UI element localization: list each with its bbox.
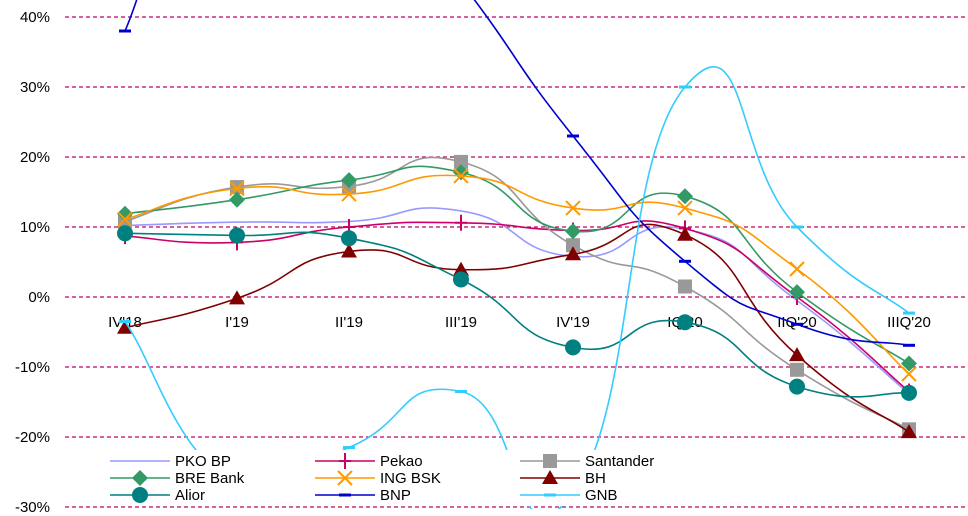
legend-label: GNB bbox=[585, 487, 618, 504]
y-axis: 40% 30% 20% 10% 0% -10% -20% -30% bbox=[15, 9, 50, 516]
legend-item: BNP bbox=[315, 487, 411, 504]
series-layer bbox=[117, 0, 917, 509]
legend-item: PKO BP bbox=[110, 453, 231, 470]
data-point bbox=[677, 314, 693, 331]
data-point bbox=[565, 246, 581, 261]
data-point bbox=[901, 384, 917, 401]
y-tick-label: 30% bbox=[20, 79, 50, 96]
legend-swatch-marker bbox=[337, 470, 353, 486]
series-line bbox=[124, 223, 910, 433]
series-bh bbox=[117, 223, 917, 439]
y-tick-label: 0% bbox=[28, 289, 50, 306]
y-tick-label: 40% bbox=[20, 9, 50, 26]
data-point bbox=[790, 362, 804, 377]
data-point bbox=[565, 200, 581, 216]
legend-item: BRE Bank bbox=[110, 470, 245, 487]
x-tick-label: II'19 bbox=[335, 314, 363, 331]
series-alior bbox=[117, 225, 917, 401]
series-ing-bsk bbox=[117, 168, 917, 382]
legend-swatch-marker bbox=[543, 454, 557, 468]
legend-item: ING BSK bbox=[315, 470, 441, 487]
series-line bbox=[124, 220, 910, 393]
data-point bbox=[789, 347, 805, 362]
legend: PKO BP Pekao Santander BRE Bank ING BSK BH Ali… bbox=[106, 450, 666, 506]
data-point bbox=[341, 243, 357, 258]
data-point bbox=[455, 214, 467, 231]
data-point bbox=[117, 319, 133, 334]
y-tick-label: 10% bbox=[20, 219, 50, 236]
data-point bbox=[677, 188, 693, 205]
data-point bbox=[229, 180, 245, 197]
legend-swatch-marker bbox=[132, 470, 148, 486]
data-point bbox=[229, 227, 245, 244]
data-point bbox=[453, 168, 469, 184]
data-point bbox=[341, 230, 357, 247]
data-point bbox=[789, 261, 805, 277]
legend-swatch-marker bbox=[132, 487, 148, 503]
data-point bbox=[341, 186, 357, 202]
legend-item: Alior bbox=[110, 487, 205, 504]
legend-label: Pekao bbox=[380, 453, 423, 470]
x-tick-label: IV'19 bbox=[556, 314, 590, 331]
y-tick-label: -20% bbox=[15, 429, 50, 446]
data-point bbox=[565, 339, 581, 356]
gridlines bbox=[65, 16, 968, 508]
data-point bbox=[229, 290, 245, 305]
legend-label: Santander bbox=[585, 453, 654, 470]
legend-item: Santander bbox=[520, 453, 654, 470]
data-point bbox=[341, 172, 357, 189]
legend-label: BRE Bank bbox=[175, 470, 245, 487]
data-point bbox=[117, 225, 133, 242]
data-point bbox=[566, 238, 580, 253]
data-point bbox=[901, 366, 917, 382]
x-tick-label: III'19 bbox=[445, 314, 477, 331]
legend-swatch-marker bbox=[339, 453, 351, 469]
data-point bbox=[453, 271, 469, 288]
y-tick-label: -10% bbox=[15, 359, 50, 376]
data-point bbox=[229, 191, 245, 208]
y-tick-label: 20% bbox=[20, 149, 50, 166]
legend-label: PKO BP bbox=[175, 453, 231, 470]
legend-item: BH bbox=[520, 470, 606, 487]
legend-label: BH bbox=[585, 470, 606, 487]
data-point bbox=[789, 284, 805, 301]
legend-label: BNP bbox=[380, 487, 411, 504]
legend-label: Alior bbox=[175, 487, 205, 504]
data-point bbox=[454, 154, 468, 169]
legend-item: Pekao bbox=[315, 453, 423, 470]
data-point bbox=[565, 223, 581, 240]
series-line bbox=[124, 174, 910, 375]
legend-swatch-marker bbox=[542, 470, 558, 484]
data-point bbox=[117, 211, 133, 228]
series-line bbox=[124, 231, 910, 398]
x-tick-label: IIQ'20 bbox=[777, 314, 817, 331]
series-bnp bbox=[119, 0, 915, 347]
data-point bbox=[453, 261, 469, 276]
series-pko-bp bbox=[124, 207, 910, 395]
data-point bbox=[678, 279, 692, 294]
data-point bbox=[901, 424, 917, 439]
y-tick-label: -30% bbox=[15, 499, 50, 516]
series-line bbox=[124, 0, 910, 347]
legend-item: GNB bbox=[520, 487, 618, 504]
x-tick-label: I'19 bbox=[225, 314, 249, 331]
series-line bbox=[124, 165, 910, 365]
legend-label: ING BSK bbox=[380, 470, 441, 487]
series-line bbox=[124, 207, 910, 395]
x-tick-label: IIIQ'20 bbox=[887, 314, 931, 331]
data-point bbox=[677, 226, 693, 241]
data-point bbox=[677, 200, 693, 216]
data-point bbox=[789, 378, 805, 395]
data-point bbox=[901, 355, 917, 372]
series-line bbox=[124, 156, 910, 431]
